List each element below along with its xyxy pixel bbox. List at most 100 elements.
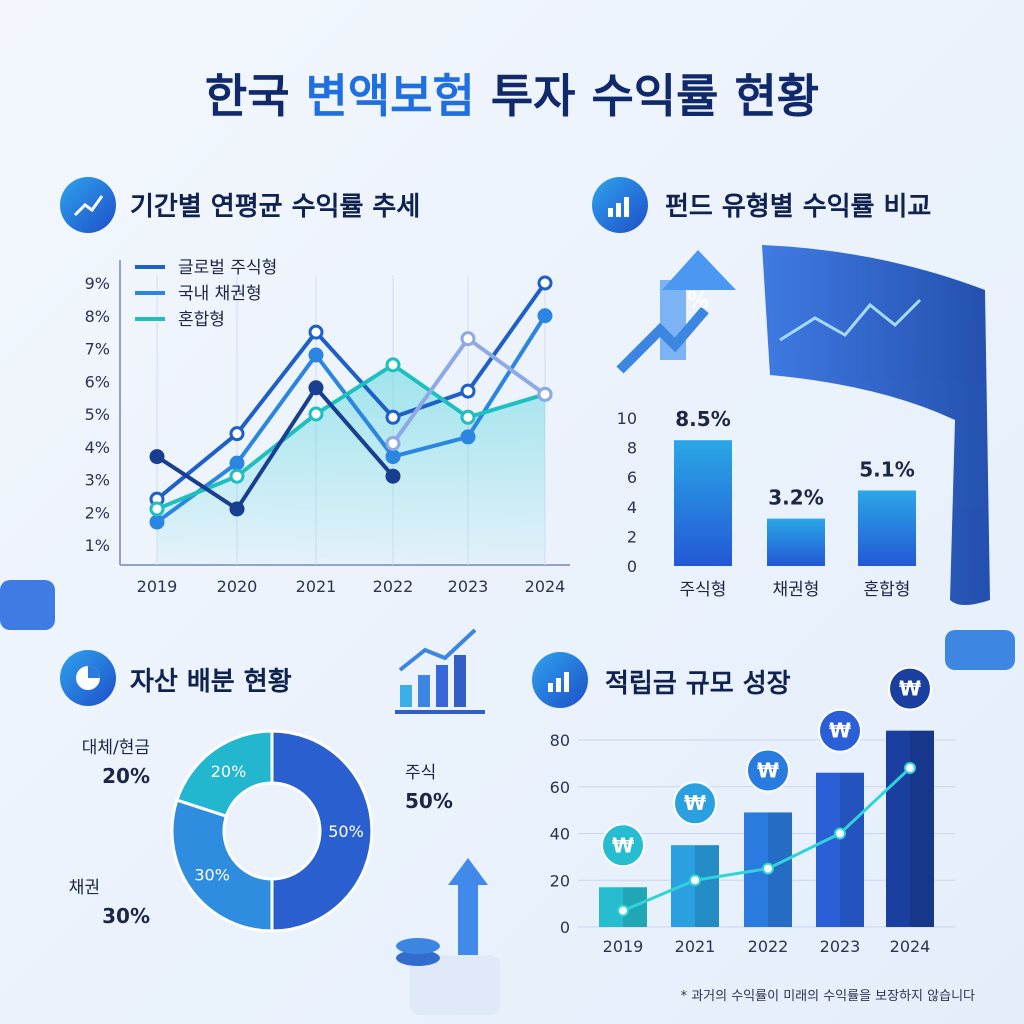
data-point	[149, 501, 165, 517]
x-tick-label: 2023	[820, 937, 861, 956]
x-tick-label: 2022	[373, 577, 414, 596]
title-part: 투자 수익률 현황	[475, 69, 819, 123]
x-tick-label: 2021	[296, 577, 337, 596]
slice-percent: 50%	[405, 789, 453, 813]
series-line	[156, 362, 546, 511]
y-tick-label: 3%	[85, 471, 110, 490]
svg-text:%: %	[687, 289, 709, 314]
y-tick-label: 20	[550, 871, 570, 890]
slice-percent: 20%	[102, 764, 150, 788]
y-tick-label: 6	[627, 468, 637, 487]
data-point	[149, 449, 165, 465]
data-point	[308, 324, 324, 340]
x-tick-label: 2022	[748, 937, 789, 956]
data-point	[308, 380, 324, 396]
y-tick-label: 5%	[85, 405, 110, 424]
legend-label: 국내 채권형	[178, 284, 262, 304]
data-label: 8.5%	[675, 407, 730, 431]
y-tick-label: 80	[550, 731, 570, 750]
bar-shade	[840, 772, 864, 927]
slice-category: 채권	[69, 878, 100, 898]
x-tick-label: 2019	[137, 577, 178, 596]
x-tick-label: 2021	[675, 937, 716, 956]
line-chart: 2019 2020 2021 2022 2023 2024 1% 2% 3% 4% 5% 6% 7% 8%…	[85, 258, 570, 596]
legend-label: 글로벌 주식형	[178, 258, 277, 278]
y-tick-label: 2	[627, 527, 637, 546]
won-marker-icon	[746, 748, 790, 793]
section-title: 적립금 규모 성장	[605, 669, 791, 699]
legend-label: 혼합형	[178, 310, 225, 330]
data-point	[229, 468, 245, 484]
section-header-growth: 적립금 규모 성장	[532, 652, 791, 708]
line-chart-icon	[60, 177, 116, 233]
data-point	[460, 383, 476, 399]
series-line	[155, 281, 547, 501]
donut-slice	[170, 798, 274, 933]
won-marker-icon	[673, 781, 717, 826]
title-part: 한국	[205, 69, 306, 123]
data-point	[537, 386, 553, 402]
y-tick-label: 0	[627, 557, 637, 576]
slice-label: 30%	[194, 865, 230, 884]
y-tick-label: 8	[627, 439, 637, 458]
slice-category: 대체/현금	[82, 738, 150, 758]
trend-point	[617, 904, 629, 917]
won-symbol: ₩	[829, 719, 851, 743]
trend-point	[689, 874, 701, 887]
data-point	[460, 409, 476, 425]
bar	[858, 490, 916, 566]
data-point	[308, 406, 324, 422]
y-tick-label: 40	[550, 825, 570, 844]
slice-percent: 30%	[102, 904, 150, 928]
trend-point	[834, 827, 846, 840]
x-tick-label: 채권형	[773, 580, 820, 600]
section-title: 기간별 연평균 수익률 추세	[130, 192, 420, 222]
y-tick-label: 8%	[85, 307, 110, 326]
series-line	[155, 385, 395, 511]
section-header-trend: 기간별 연평균 수익률 추세	[60, 177, 420, 233]
x-tick-label: 2024	[890, 937, 931, 956]
x-tick-label: 2024	[525, 577, 566, 596]
bar-shade	[910, 730, 934, 927]
trend-point	[904, 762, 916, 775]
y-tick-label: 60	[550, 778, 570, 797]
y-tick-label: 4	[627, 498, 637, 517]
footnote: * 과거의 수익률이 미래의 수익률을 보장하지 않습니다	[681, 989, 975, 1004]
data-point	[385, 449, 401, 465]
bar-shade	[695, 845, 719, 927]
y-tick-label: 6%	[85, 372, 110, 391]
data-point	[229, 455, 245, 471]
data-point	[385, 357, 401, 373]
won-symbol: ₩	[684, 791, 706, 815]
y-tick-label: 0	[560, 918, 570, 937]
trend-point	[762, 862, 774, 875]
title-highlight: 변액보험	[306, 69, 475, 123]
donut-slice	[270, 729, 374, 933]
data-point	[460, 429, 476, 445]
x-tick-label: 혼합형	[864, 580, 911, 600]
y-tick-label: 1%	[85, 536, 110, 555]
area-fill	[157, 364, 545, 565]
bar	[767, 518, 825, 566]
data-point	[460, 331, 476, 347]
section-title: 펀드 유형별 수익률 비교	[665, 192, 931, 222]
x-tick-label: 주식형	[680, 580, 727, 600]
y-tick-label: 7%	[85, 340, 110, 359]
data-point	[537, 308, 553, 324]
won-symbol: ₩	[612, 833, 634, 857]
x-tick-label: 2020	[217, 577, 258, 596]
y-tick-label: 4%	[85, 438, 110, 457]
won-marker-icon	[818, 708, 862, 753]
won-marker-icon	[888, 666, 932, 711]
data-label: 5.1%	[859, 458, 914, 482]
slice-label: 20%	[211, 762, 247, 781]
bar	[674, 440, 732, 566]
section-header-allocation: 자산 배분 현황	[60, 650, 292, 706]
won-symbol: ₩	[899, 677, 921, 701]
dashboard-decoration: %	[0, 245, 1015, 1015]
y-tick-label: 2%	[85, 503, 110, 522]
slice-category: 주식	[405, 763, 436, 783]
data-label: 3.2%	[768, 486, 823, 510]
